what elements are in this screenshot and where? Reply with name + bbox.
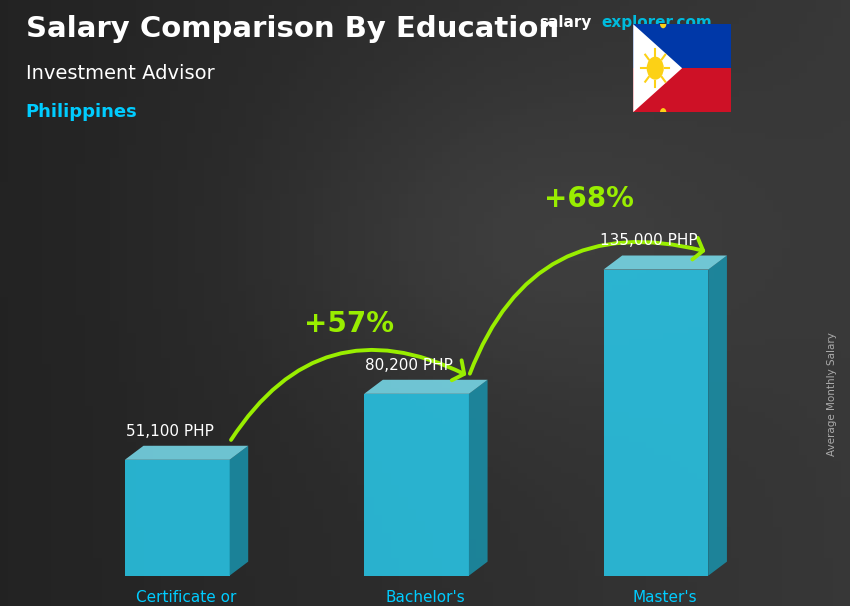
Text: 135,000 PHP: 135,000 PHP — [599, 233, 697, 248]
Polygon shape — [708, 256, 727, 576]
Polygon shape — [125, 446, 248, 460]
Text: +68%: +68% — [544, 185, 633, 213]
Text: Philippines: Philippines — [26, 103, 137, 121]
Text: Bachelor's
Degree: Bachelor's Degree — [386, 590, 466, 606]
Circle shape — [647, 56, 664, 80]
FancyArrowPatch shape — [231, 350, 464, 440]
Polygon shape — [604, 270, 708, 576]
Circle shape — [660, 108, 666, 116]
FancyArrowPatch shape — [470, 238, 703, 374]
Text: Average Monthly Salary: Average Monthly Salary — [827, 332, 837, 456]
Text: Investment Advisor: Investment Advisor — [26, 64, 214, 82]
Polygon shape — [633, 24, 682, 112]
Circle shape — [604, 64, 609, 73]
Text: explorer.com: explorer.com — [602, 15, 712, 30]
Circle shape — [660, 20, 666, 28]
Polygon shape — [125, 460, 230, 576]
Bar — [633, 24, 731, 68]
Polygon shape — [604, 256, 727, 270]
Polygon shape — [230, 446, 248, 576]
Text: salary: salary — [540, 15, 592, 30]
Text: +57%: +57% — [304, 310, 394, 338]
Bar — [633, 68, 731, 112]
Polygon shape — [364, 380, 488, 394]
Text: Certificate or
Diploma: Certificate or Diploma — [136, 590, 236, 606]
Text: Master's
Degree: Master's Degree — [633, 590, 698, 606]
Polygon shape — [364, 394, 469, 576]
Polygon shape — [469, 380, 488, 576]
Text: 80,200 PHP: 80,200 PHP — [366, 358, 453, 373]
Text: 51,100 PHP: 51,100 PHP — [126, 424, 213, 439]
Text: Salary Comparison By Education: Salary Comparison By Education — [26, 15, 558, 43]
